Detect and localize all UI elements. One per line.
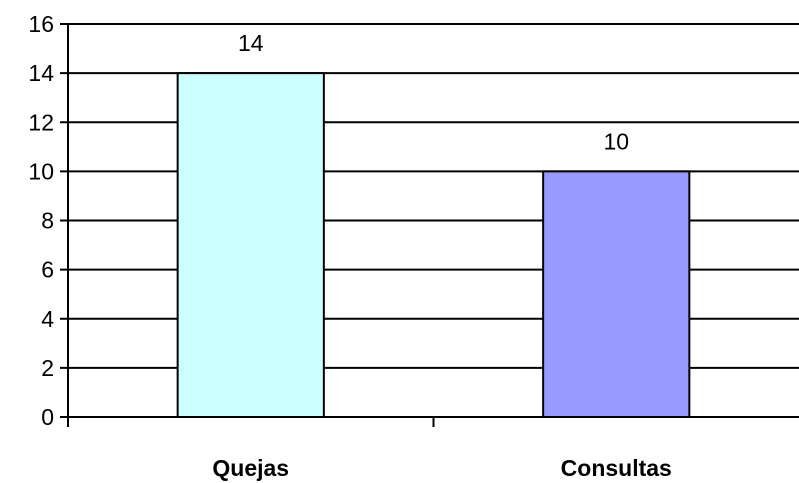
y-tick-label: 12 xyxy=(28,109,54,135)
y-tick-label: 14 xyxy=(28,60,54,86)
y-tick-label: 10 xyxy=(28,158,54,184)
y-tick-label: 16 xyxy=(28,11,54,37)
y-tick-label: 2 xyxy=(41,355,54,381)
y-tick-label: 6 xyxy=(41,257,54,283)
data-label-consultas: 10 xyxy=(603,128,629,154)
x-category-label: Quejas xyxy=(212,455,289,481)
x-category-label: Consultas xyxy=(561,455,672,481)
bars xyxy=(176,72,691,418)
data-labels: 14 10 xyxy=(230,29,637,158)
bar-consultas xyxy=(542,170,691,418)
y-tick-label: 4 xyxy=(41,306,54,332)
axes: 0 2 4 6 8 10 12 14 16 Quejas Consultas xyxy=(28,11,799,481)
data-label-background xyxy=(230,29,271,60)
data-label-background xyxy=(596,127,637,158)
y-tick-label: 0 xyxy=(41,404,54,430)
data-label-quejas: 14 xyxy=(238,30,264,56)
bar-quejas xyxy=(176,72,325,418)
y-tick-label: 8 xyxy=(41,208,54,234)
